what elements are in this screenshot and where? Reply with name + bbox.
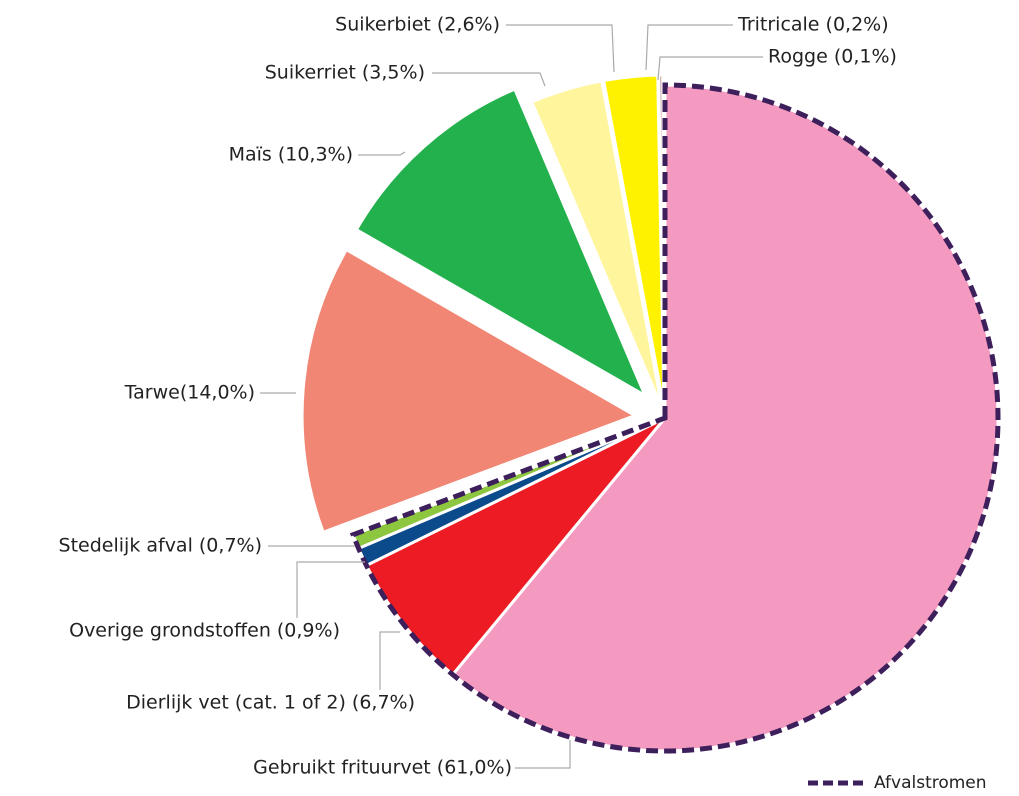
slice-label: Stedelijk afval (0,7%) (59, 535, 262, 557)
slice-label: Rogge (0,1%) (768, 46, 897, 68)
leader-line (506, 24, 615, 73)
pie-slice (529, 79, 664, 410)
pie-slice (300, 247, 639, 535)
leader-line (358, 151, 406, 156)
slice-label: Overige grondstoffen (0,9%) (69, 620, 340, 642)
slice-label: Suikerbiet (2,6%) (335, 14, 500, 36)
slice-label: Suikerriet (3,5%) (265, 62, 425, 84)
leader-line (515, 740, 571, 769)
slice-label: Maïs (10,3%) (229, 144, 353, 166)
slice-label: Dierlijk vet (cat. 1 of 2) (6,7%) (126, 692, 415, 714)
leader-line (657, 56, 763, 81)
slice-label: Tritricale (0,2%) (737, 14, 889, 36)
leader-line (645, 24, 733, 71)
legend-label: Afvalstromen (874, 773, 987, 793)
slice-label: Gebruikt frituurvet (61,0%) (253, 757, 512, 779)
pie-slice (354, 87, 649, 400)
slice-label: Tarwe(14,0%) (124, 382, 255, 404)
leader-line (379, 631, 400, 690)
leader-line (432, 72, 546, 87)
leader-line (296, 561, 365, 618)
